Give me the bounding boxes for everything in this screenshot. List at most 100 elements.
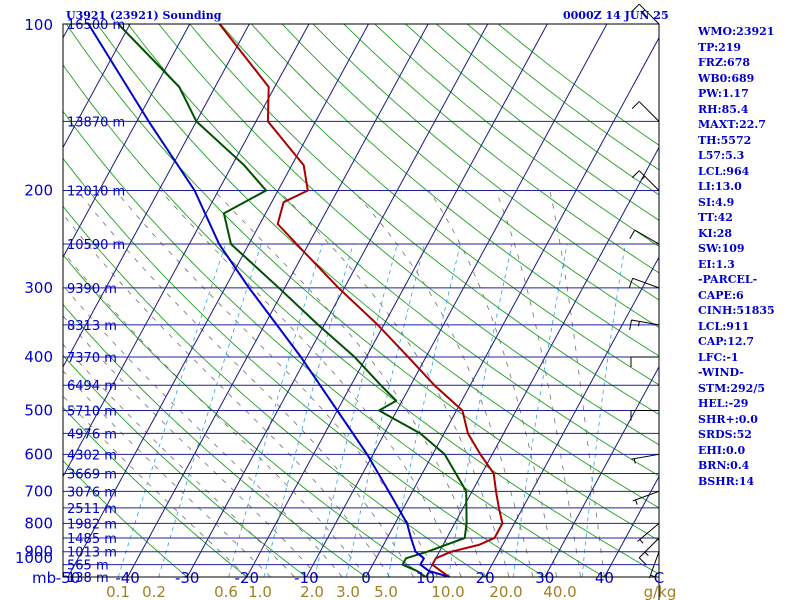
moist-adiabat-line: [549, 190, 605, 577]
isotherm-line: [603, 475, 659, 577]
moist-adiabat-line: [63, 343, 295, 577]
isotherm-line: [0, 24, 11, 577]
pressure-label: 400: [24, 348, 53, 366]
index-item: TP:219: [698, 40, 742, 54]
mixing-ratio-line: [263, 243, 354, 577]
mixing-ratio-label: 5.0: [374, 583, 398, 600]
index-item: SI:4.9: [698, 195, 735, 209]
temperature-tick-label: -20: [235, 569, 260, 587]
wind-barb: [638, 537, 660, 566]
pressure-label: 700: [24, 482, 53, 500]
pressure-label: 800: [24, 514, 53, 532]
index-item: TH:5572: [698, 133, 752, 147]
moist-adiabat-line: [76, 190, 415, 577]
index-item: CINH:51835: [698, 304, 775, 317]
index-item: BSHR:14: [698, 474, 755, 488]
height-label: 2511 m: [67, 502, 117, 517]
index-item: MAXT:22.7: [698, 118, 766, 131]
sounding-profiles: [87, 24, 504, 577]
temperature-tick-label: 40: [595, 569, 614, 587]
wind-barb: [631, 101, 660, 122]
index-item: L57:5.3: [698, 149, 745, 162]
height-label: 13870 m: [67, 115, 125, 130]
height-label: 12010 m: [67, 184, 125, 199]
index-item: LCL:911: [698, 319, 750, 333]
dry-adiabat-line: [63, 64, 659, 575]
wind-barb: [631, 453, 660, 464]
height-label: 3076 m: [67, 485, 117, 500]
mixing-ratio-line: [581, 244, 626, 577]
index-item: EHI:0.0: [698, 443, 746, 457]
mixing-ratio-label: 20.0: [489, 583, 522, 600]
pressure-label: 300: [24, 279, 53, 297]
index-item: PW:1.17: [698, 87, 749, 100]
moist-adiabat-line: [63, 370, 271, 577]
mixing-ratio-line: [346, 244, 425, 577]
dry-adiabats: [63, 24, 659, 577]
mixing-ratio-label: 0.1: [106, 583, 130, 600]
moist-adiabat-line: [278, 190, 510, 577]
temperature-tick-label: 20: [476, 569, 495, 587]
pressure-label: 1000: [15, 549, 53, 567]
index-item: FRZ:678: [698, 56, 751, 69]
isotherm-line: [246, 24, 548, 577]
mixing-ratio-unit-label: g/kg: [644, 583, 677, 600]
height-label: 8313 m: [67, 319, 117, 334]
moist-adiabat-line: [352, 190, 534, 577]
index-item: LI:13.0: [698, 180, 742, 193]
height-label: 5710 m: [67, 405, 117, 420]
index-item: WMO:23921: [698, 25, 775, 38]
dewpoint-profile: [117, 24, 468, 577]
moist-adiabat-line: [495, 190, 581, 577]
moist-adiabat-line: [213, 190, 486, 577]
index-item: KI:28: [698, 226, 733, 240]
height-label: 1485 m: [67, 532, 117, 547]
isotherm-line: [186, 24, 489, 577]
parcel-profile: [87, 24, 450, 577]
dry-adiabat-line: [96, 24, 659, 509]
height-label: 7370 m: [67, 351, 117, 366]
temperature-unit-label: C: [654, 569, 664, 587]
mixing-ratio-label: 0.2: [142, 583, 166, 600]
isotherm-line: [544, 365, 659, 577]
index-item: CAP:12.7: [698, 335, 755, 348]
plot-frame: [62, 23, 660, 578]
height-label: 138 m: [67, 571, 109, 586]
mixing-ratio-line: [512, 244, 568, 577]
mixing-ratio-line: [448, 244, 513, 577]
index-item: WB0:689: [698, 71, 755, 85]
mixing-ratio-label: 2.0: [300, 583, 324, 600]
height-label: 16500 m: [67, 18, 125, 33]
wind-barb: [631, 170, 660, 191]
isotherm-line: [63, 24, 191, 259]
wind-barb: [658, 577, 660, 600]
moist-adiabat-line: [428, 190, 558, 577]
isotherm-line: [63, 24, 250, 368]
wind-barb: [632, 490, 660, 505]
temperature-tick-label: -10: [294, 569, 319, 587]
isotherm-line: [67, 24, 369, 577]
mixing-ratio-line: [228, 243, 323, 577]
index-item: CAPE:6: [698, 288, 744, 302]
height-label: 6494 m: [67, 379, 117, 394]
pressure-label: 900: [24, 543, 53, 561]
moist-adiabat-line: [63, 251, 367, 577]
isotherm-line: [484, 256, 659, 577]
index-item: SW:109: [698, 242, 745, 255]
wind-barbs: [628, 3, 660, 600]
index-item: -WIND-: [698, 366, 744, 379]
dry-adiabat-line: [63, 303, 367, 577]
height-label: 1013 m: [67, 546, 117, 561]
height-label: 565 m: [67, 559, 109, 574]
wind-barb: [631, 3, 660, 25]
wind-barb: [630, 410, 659, 421]
index-item: HEL:-29: [698, 397, 749, 410]
temperature-tick-label: -50: [56, 569, 81, 587]
isotherm-line: [63, 24, 310, 478]
wind-barb: [637, 523, 660, 544]
moist-adiabat-line: [63, 395, 248, 577]
temperature-profile: [218, 24, 504, 577]
isotherms: [0, 24, 659, 577]
